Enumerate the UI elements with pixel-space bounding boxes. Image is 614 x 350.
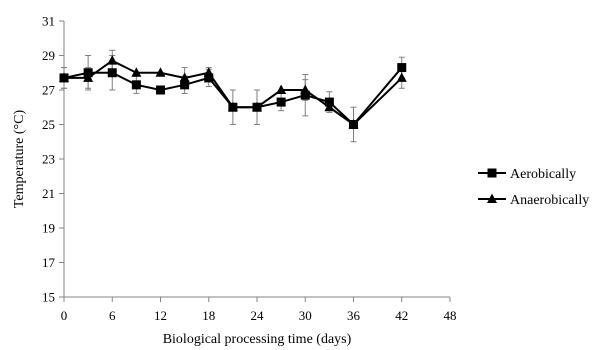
anaerobically-data-point bbox=[396, 72, 407, 82]
aerobically-data-point bbox=[300, 90, 310, 100]
x-tick-label: 18 bbox=[202, 308, 215, 323]
x-tick-label: 30 bbox=[299, 308, 312, 323]
anaerobically-data-point bbox=[300, 84, 311, 94]
anaerobically-data-point bbox=[59, 72, 69, 82]
y-tick-label: 25 bbox=[42, 117, 55, 132]
anaerobically-data-point bbox=[252, 101, 262, 112]
x-axis-title: Biological processing time (days) bbox=[163, 332, 352, 347]
anaerobically-data-point bbox=[203, 67, 214, 77]
anaerobically-data-point bbox=[348, 119, 359, 129]
legend-marker-aerobically bbox=[487, 168, 497, 178]
anaerobically-data-point bbox=[107, 55, 118, 65]
y-tick-label: 17 bbox=[42, 255, 56, 270]
aerobically-data-point bbox=[107, 68, 117, 78]
y-axis-title: Temperature (°C) bbox=[12, 110, 27, 209]
x-tick-label: 6 bbox=[109, 308, 116, 323]
y-tick-label: 27 bbox=[42, 83, 56, 98]
anaerobically-data-point bbox=[276, 84, 287, 94]
legend-item-aerobically: Aerobically bbox=[478, 167, 576, 182]
aerobically-data-point bbox=[180, 80, 190, 90]
legend: Aerobically Anaerobically bbox=[478, 167, 589, 208]
aerobically-data-point bbox=[156, 85, 165, 95]
anaerobically-data-point bbox=[131, 67, 142, 77]
aerobically-data-point bbox=[397, 63, 407, 73]
anaerobically-data-point bbox=[83, 72, 94, 82]
anaerobically-data-point bbox=[179, 72, 190, 82]
aerobically-data-point bbox=[276, 97, 286, 107]
anaerobically-data-point bbox=[155, 67, 166, 77]
legend-label-anaerobically: Anaerobically bbox=[510, 193, 589, 208]
aerobically-data-point bbox=[131, 80, 141, 90]
x-tick-label: 36 bbox=[347, 308, 361, 323]
y-tick-label: 19 bbox=[42, 221, 55, 236]
y-tick-label: 29 bbox=[42, 48, 55, 63]
x-tick-label: 0 bbox=[61, 308, 68, 323]
x-tick-label: 42 bbox=[395, 308, 408, 323]
x-tick-label: 12 bbox=[154, 308, 167, 323]
y-tick-label: 21 bbox=[42, 186, 55, 201]
anaerobically-data-point bbox=[227, 101, 238, 112]
y-tick-label: 31 bbox=[42, 14, 55, 29]
legend-marker-anaerobically bbox=[487, 193, 497, 203]
legend-label-aerobically: Aerobically bbox=[510, 167, 576, 182]
legend-item-anaerobically: Anaerobically bbox=[478, 193, 589, 208]
aerobically-data-point bbox=[204, 73, 214, 83]
y-tick-label: 15 bbox=[42, 290, 55, 305]
x-tick-label: 48 bbox=[444, 308, 457, 323]
anaerobically-data-point bbox=[324, 101, 335, 112]
axes: 15 17 19 21 23 25 27 29 31 0 6 12 18 24 30 36 42 48 bbox=[42, 14, 457, 324]
y-tick-label: 23 bbox=[42, 152, 55, 167]
x-tick-label: 24 bbox=[251, 308, 265, 323]
series-markers bbox=[59, 55, 407, 129]
